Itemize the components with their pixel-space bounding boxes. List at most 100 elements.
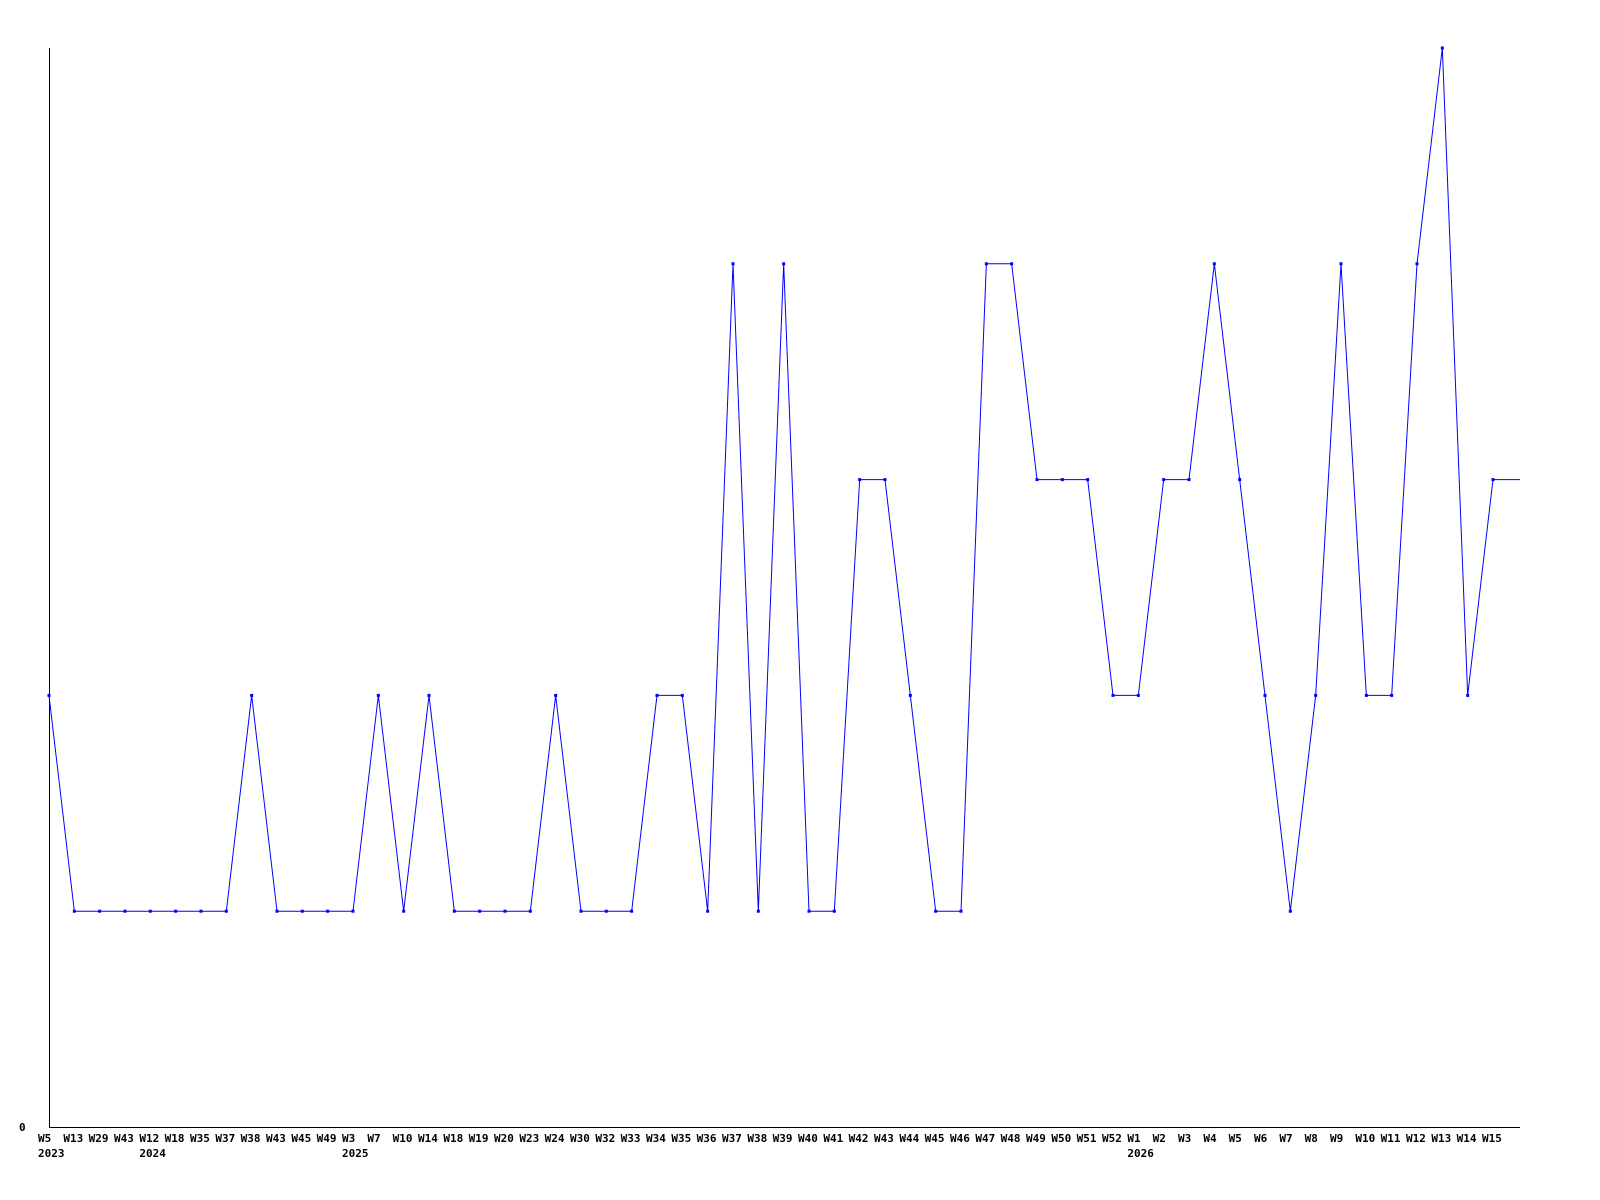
x-tick-label: W24 xyxy=(545,1132,565,1145)
data-point xyxy=(579,909,583,913)
year-label: 2024 xyxy=(139,1147,166,1160)
x-tick-label: W1 xyxy=(1127,1132,1141,1145)
year-label: 2023 xyxy=(38,1147,65,1160)
data-point xyxy=(300,909,304,913)
data-point xyxy=(883,478,887,482)
y-tick-label: 0 xyxy=(19,1121,26,1134)
x-tick-label: W4 xyxy=(1203,1132,1217,1145)
data-point xyxy=(934,909,938,913)
data-point xyxy=(351,909,355,913)
x-tick-label: W37 xyxy=(722,1132,742,1145)
data-point xyxy=(1314,693,1318,697)
data-point xyxy=(1440,46,1444,50)
x-tick-label: W7 xyxy=(367,1132,380,1145)
data-point xyxy=(452,909,456,913)
data-point xyxy=(1390,693,1394,697)
data-point xyxy=(326,909,330,913)
data-point xyxy=(807,909,811,913)
x-tick-label: W43 xyxy=(114,1132,134,1145)
x-tick-label: W45 xyxy=(291,1132,311,1145)
data-point xyxy=(706,909,710,913)
data-point xyxy=(98,909,102,913)
x-tick-label: W18 xyxy=(165,1132,185,1145)
data-point xyxy=(756,909,760,913)
data-point xyxy=(1238,478,1242,482)
x-tick-label: W35 xyxy=(671,1132,691,1145)
x-tick-label: W52 xyxy=(1102,1132,1122,1145)
year-label: 2025 xyxy=(342,1147,369,1160)
x-tick-label: W14 xyxy=(1457,1132,1477,1145)
data-point xyxy=(959,909,963,913)
x-tick-label: W5 xyxy=(38,1132,51,1145)
series-line xyxy=(48,47,1520,912)
data-point xyxy=(858,478,862,482)
x-tick-label: W20 xyxy=(494,1132,514,1145)
x-tick-label: W13 xyxy=(63,1132,83,1145)
data-point xyxy=(1010,262,1014,266)
x-tick-label: W12 xyxy=(139,1132,159,1145)
x-tick-label: W51 xyxy=(1077,1132,1097,1145)
x-tick-label: W48 xyxy=(1001,1132,1021,1145)
data-point xyxy=(832,909,836,913)
x-tick-label: W41 xyxy=(823,1132,843,1145)
data-point xyxy=(275,909,279,913)
x-tick-label: W3 xyxy=(342,1132,355,1145)
x-tick-label: W6 xyxy=(1254,1132,1268,1145)
data-point xyxy=(72,909,76,913)
data-point xyxy=(604,909,608,913)
x-tick-label: W14 xyxy=(418,1132,438,1145)
data-point xyxy=(1187,478,1191,482)
data-point xyxy=(224,909,228,913)
data-point xyxy=(1415,262,1419,266)
x-tick-label: W50 xyxy=(1051,1132,1071,1145)
x-tick-label: W40 xyxy=(798,1132,818,1145)
x-tick-label: W34 xyxy=(646,1132,666,1145)
data-point xyxy=(680,693,684,697)
data-point xyxy=(1466,693,1470,697)
data-point xyxy=(1086,478,1090,482)
data-point xyxy=(1339,262,1343,266)
data-point xyxy=(123,909,127,913)
x-tick-label: W30 xyxy=(570,1132,590,1145)
x-tick-label: W15 xyxy=(1482,1132,1502,1145)
data-point xyxy=(1288,909,1292,913)
x-tick-label: W9 xyxy=(1330,1132,1343,1145)
x-tick-label: W49 xyxy=(1026,1132,1046,1145)
x-tick-label: W29 xyxy=(89,1132,109,1145)
x-tick-label: W37 xyxy=(215,1132,235,1145)
x-tick-label: W43 xyxy=(874,1132,894,1145)
data-point xyxy=(174,909,178,913)
data-point xyxy=(554,693,558,697)
x-tick-label: W10 xyxy=(393,1132,413,1145)
data-point xyxy=(630,909,634,913)
data-point xyxy=(1263,693,1267,697)
x-tick-label: W2 xyxy=(1153,1132,1166,1145)
x-tick-label: W35 xyxy=(190,1132,210,1145)
data-point xyxy=(1491,478,1495,482)
data-point xyxy=(503,909,507,913)
x-tick-label: W44 xyxy=(899,1132,919,1145)
data-point xyxy=(250,693,254,697)
x-tick-label: W36 xyxy=(697,1132,717,1145)
data-point xyxy=(528,909,532,913)
x-tick-label: W23 xyxy=(519,1132,539,1145)
x-tick-label: W33 xyxy=(621,1132,641,1145)
x-tick-label: W46 xyxy=(950,1132,970,1145)
data-point xyxy=(402,909,406,913)
data-point xyxy=(731,262,735,266)
x-tick-label: W8 xyxy=(1305,1132,1318,1145)
data-point xyxy=(782,262,786,266)
x-tick-label: W42 xyxy=(849,1132,869,1145)
x-tick-label: W12 xyxy=(1406,1132,1426,1145)
x-tick-label: W39 xyxy=(773,1132,793,1145)
data-point xyxy=(655,693,659,697)
data-point xyxy=(427,693,431,697)
data-point xyxy=(1136,693,1140,697)
data-point xyxy=(478,909,482,913)
data-point xyxy=(47,693,51,697)
x-tick-label: W49 xyxy=(317,1132,337,1145)
x-tick-label: W43 xyxy=(266,1132,286,1145)
data-point xyxy=(1035,478,1039,482)
data-point xyxy=(1111,693,1115,697)
